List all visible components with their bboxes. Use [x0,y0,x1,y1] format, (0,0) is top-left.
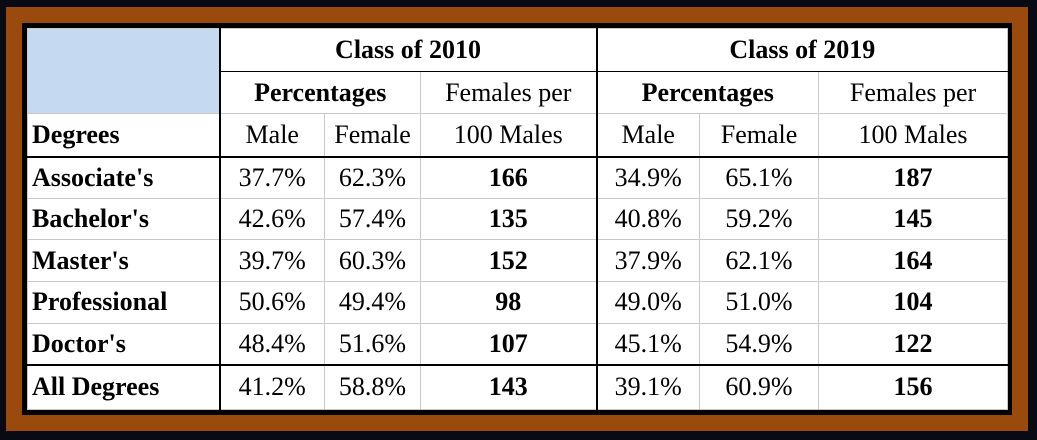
female-2019-cell: 60.9% [699,363,820,410]
table-row: All Degrees 41.2% 58.8% 143 39.1% 60.9% 156 [27,363,1009,410]
table-row: Professional 50.6% 49.4% 98 49.0% 51.0% 104 [27,280,1009,324]
corner-cell [27,27,221,115]
ratio-2010-cell: 98 [419,280,598,324]
ratio-header-2019-line2: 100 Males [818,113,1009,158]
female-2010-cell: 51.6% [324,322,421,366]
female-2019-cell: 59.2% [699,197,820,241]
ratio-2019-cell: 145 [818,197,1009,241]
ratio-2019-cell: 104 [818,280,1009,324]
female-2010-cell: 60.3% [324,239,421,282]
ratio-header-2010-line2: 100 Males [419,113,598,158]
female-2010-cell: 62.3% [324,156,421,199]
male-2019-cell: 49.0% [596,280,701,324]
ratio-header-2019-line1: Females per [818,70,1009,115]
inner-border: Class of 2010 Class of 2019 Percentages … [22,23,1012,415]
group-header-2010: Class of 2010 [218,28,598,72]
ratio-2010-cell: 107 [419,322,598,366]
male-2010-cell: 39.7% [219,239,325,282]
ratio-2019-cell: 187 [818,156,1009,199]
table-row: Master's 39.7% 60.3% 152 37.9% 62.1% 164 [27,239,1009,282]
row-label: Associate's [27,156,221,199]
group-header-2019: Class of 2019 [596,28,1009,72]
male-2019-cell: 45.1% [596,322,701,366]
male-2010-cell: 42.6% [219,197,325,241]
row-label: Professional [27,280,221,324]
male-header-2019: Male [596,113,701,158]
ratio-2010-cell: 166 [419,156,598,199]
male-2010-cell: 37.7% [219,156,325,199]
ratio-2010-cell: 135 [419,197,598,241]
percentages-header-2010: Percentages [219,70,421,115]
male-2010-cell: 50.6% [219,280,325,324]
row-label: Master's [27,239,221,282]
table-row: Doctor's 48.4% 51.6% 107 45.1% 54.9% 122 [27,322,1009,366]
table-row: Associate's 37.7% 62.3% 166 34.9% 65.1% 187 [27,156,1009,199]
ratio-2019-cell: 164 [818,239,1009,282]
table-row: Bachelor's 42.6% 57.4% 135 40.8% 59.2% 145 [27,197,1009,241]
female-2019-cell: 62.1% [699,239,820,282]
degrees-table: Class of 2010 Class of 2019 Percentages … [27,27,1009,410]
female-header-2010: Female [324,113,421,158]
female-2019-cell: 65.1% [699,156,820,199]
percentages-header-2019: Percentages [596,70,820,115]
row-label: Bachelor's [27,197,221,241]
female-2010-cell: 49.4% [324,280,421,324]
female-2010-cell: 58.8% [324,363,421,410]
table-body: Associate's 37.7% 62.3% 166 34.9% 65.1% 187 Bac… [27,156,1009,410]
male-2010-cell: 48.4% [219,322,325,366]
degrees-header: Degrees [27,113,221,158]
male-2019-cell: 39.1% [596,363,701,410]
row-label: All Degrees [27,363,221,410]
male-2019-cell: 34.9% [596,156,701,199]
male-header-2010: Male [219,113,325,158]
outer-frame: Class of 2010 Class of 2019 Percentages … [6,7,1028,431]
row-label: Doctor's [27,322,221,366]
ratio-2019-cell: 156 [818,363,1009,410]
female-2019-cell: 51.0% [699,280,820,324]
female-2010-cell: 57.4% [324,197,421,241]
male-2019-cell: 37.9% [596,239,701,282]
ratio-2019-cell: 122 [818,322,1009,366]
ratio-2010-cell: 143 [419,363,598,410]
male-2019-cell: 40.8% [596,197,701,241]
ratio-header-2010-line1: Females per [419,70,598,115]
female-header-2019: Female [699,113,820,158]
ratio-2010-cell: 152 [419,239,598,282]
female-2019-cell: 54.9% [699,322,820,366]
male-2010-cell: 41.2% [219,363,325,410]
